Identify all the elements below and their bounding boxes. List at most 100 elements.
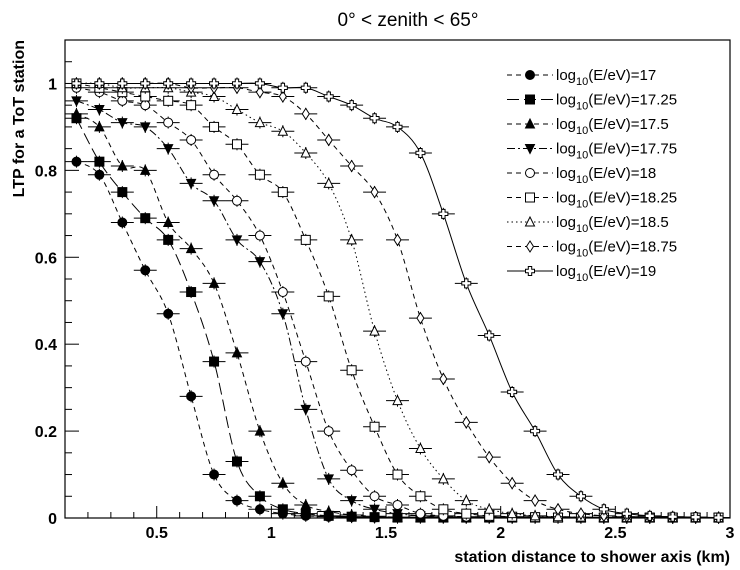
y-tick-label: 0.2 (35, 424, 57, 441)
x-axis-label: station distance to shower axis (km) (454, 549, 730, 566)
data-point (71, 156, 82, 167)
data-point (117, 217, 128, 228)
x-tick-label: 2.5 (604, 525, 626, 542)
data-point (369, 491, 380, 502)
data-point (416, 311, 425, 325)
data-point (209, 356, 220, 367)
data-point (438, 208, 449, 219)
data-point (254, 230, 265, 241)
data-point (323, 505, 335, 516)
x-tick-label: 3 (726, 525, 735, 542)
data-point (94, 120, 105, 132)
data-point (346, 508, 357, 520)
data-point (485, 450, 494, 464)
data-point (278, 90, 287, 103)
data-point (277, 477, 289, 488)
data-point (323, 291, 334, 302)
data-point (324, 133, 333, 147)
data-point (346, 233, 357, 245)
data-point (231, 139, 242, 150)
data-point (323, 91, 334, 102)
data-point (713, 512, 724, 523)
legend-marker (525, 192, 535, 203)
data-point (231, 78, 242, 89)
fit-curve-2 (76, 113, 719, 519)
data-point (347, 159, 356, 173)
data-point (300, 498, 312, 510)
data-point (300, 356, 311, 367)
data-point (644, 510, 655, 521)
data-point (254, 169, 265, 180)
data-point (117, 118, 128, 129)
data-point (231, 346, 243, 358)
data-point (576, 507, 586, 521)
y-tick-label: 0.6 (35, 250, 57, 267)
data-point (300, 146, 312, 158)
data-point (506, 507, 518, 519)
data-point (277, 82, 288, 93)
data-point (277, 504, 288, 515)
data-point (507, 386, 518, 397)
legend-label: log10(E/eV)=18 (556, 165, 656, 186)
data-point (208, 277, 220, 288)
data-point (346, 100, 357, 111)
data-point (369, 421, 380, 432)
data-point (255, 85, 265, 99)
data-point (186, 78, 197, 89)
legend-label: log10(E/eV)=17.75 (556, 141, 677, 162)
legend-marker (525, 70, 535, 80)
legend-label: log10(E/eV)=17.5 (556, 116, 669, 137)
data-point (231, 195, 242, 206)
data-point (139, 122, 151, 134)
data-point (369, 113, 380, 124)
data-point (231, 235, 243, 247)
data-point (460, 494, 472, 506)
data-point (186, 100, 197, 111)
data-point (185, 242, 197, 254)
data-point (369, 325, 380, 336)
data-point (553, 502, 563, 516)
data-point (392, 394, 403, 406)
data-point (277, 309, 289, 320)
data-point (621, 508, 632, 519)
data-point (185, 178, 197, 190)
data-point (163, 95, 174, 106)
data-point (277, 125, 289, 136)
legend-label: log10(E/eV)=17.25 (556, 92, 677, 113)
data-point (139, 164, 151, 175)
data-point (71, 78, 82, 89)
data-point (209, 121, 220, 132)
legend-marker (524, 215, 536, 227)
data-point (415, 147, 426, 158)
data-points (65, 77, 730, 524)
legend: log10(E/eV)=17 log10(E/eV)=17.25 log10(E/e… (507, 67, 677, 284)
data-point (186, 134, 197, 145)
data-point (346, 496, 357, 507)
data-point (530, 426, 541, 437)
data-point (94, 105, 105, 116)
data-point (415, 491, 426, 502)
data-point (415, 442, 426, 453)
data-point (163, 78, 174, 89)
data-point (438, 472, 449, 484)
data-point (301, 107, 310, 121)
data-point (461, 508, 472, 519)
data-point (438, 504, 449, 515)
data-point (117, 159, 128, 171)
data-point (71, 96, 82, 107)
data-point (323, 426, 334, 437)
legend-marker (525, 168, 535, 178)
data-point (163, 308, 174, 319)
data-point (300, 404, 312, 416)
x-tick-label: 1.5 (375, 525, 397, 542)
data-point (140, 213, 151, 224)
legend-label: log10(E/eV)=19 (556, 263, 656, 284)
data-point (439, 372, 448, 386)
x-tick-label: 2 (496, 525, 505, 542)
data-point (186, 391, 197, 402)
data-point (667, 511, 678, 522)
legend-marker (524, 144, 536, 155)
data-point (208, 196, 220, 207)
data-point (300, 234, 311, 245)
data-point (598, 504, 609, 515)
